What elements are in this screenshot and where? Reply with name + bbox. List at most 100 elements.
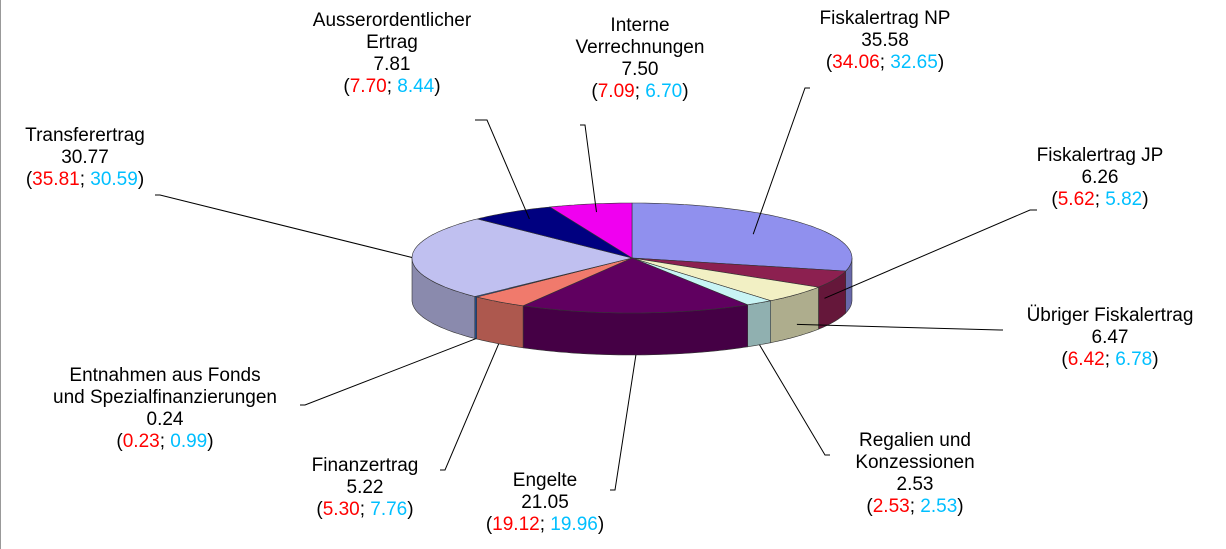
separator: ;	[159, 431, 171, 452]
value-label: 7.50	[621, 59, 659, 80]
separator: ;	[909, 496, 921, 517]
leader-line	[796, 323, 1003, 331]
data-label: Transferertrag 30.77 (35.81; 30.59)	[25, 125, 145, 191]
bracket: )	[434, 76, 441, 97]
bracket: )	[682, 81, 689, 102]
category-label: Ausserordentlicher Ertrag	[312, 10, 472, 53]
category-label: Entnahmen aus Fonds und Spezialfinanzier…	[53, 365, 277, 408]
category-label: Fiskalertrag NP	[819, 8, 951, 29]
bracket: (	[343, 76, 350, 97]
compare-value: 2.53	[920, 496, 958, 517]
slice	[477, 206, 633, 259]
leader-line	[300, 338, 476, 406]
compare-row: (7.09; 6.70)	[576, 81, 705, 103]
compare-row: (35.81; 30.59)	[25, 169, 145, 191]
value-label: 2.53	[896, 474, 934, 495]
compare-row: (5.62; 5.82)	[1037, 189, 1164, 211]
compare-value: 6.42	[1067, 349, 1105, 370]
bracket: (	[316, 499, 323, 520]
data-label: Fiskalertrag NP 35.58 (34.06; 32.65)	[820, 8, 951, 74]
category-label: Finanzertrag	[311, 455, 419, 476]
leader-line	[759, 344, 830, 456]
bracket: )	[937, 52, 945, 73]
value-label: 35.58	[861, 30, 909, 51]
value-label: 30.77	[61, 147, 109, 168]
compare-row: (34.06; 32.65)	[820, 52, 951, 74]
value-label: 6.47	[1091, 327, 1129, 348]
value-label: 6.26	[1081, 167, 1119, 188]
compare-value: 6.70	[645, 81, 683, 102]
category-label: Interne Verrechnungen	[575, 15, 705, 58]
slice	[549, 202, 633, 259]
slice	[476, 257, 633, 307]
compare-row: (6.42; 6.78)	[1027, 349, 1194, 371]
separator: ;	[79, 169, 91, 190]
compare-value: 0.99	[170, 431, 208, 452]
compare-value: 7.76	[370, 499, 408, 520]
leader-line	[475, 119, 530, 220]
separator: ;	[386, 76, 398, 97]
data-label: Fiskalertrag JP 6.26 (5.62; 5.82)	[1037, 145, 1164, 211]
compare-value: 19.96	[550, 514, 598, 535]
compare-value: 8.44	[397, 76, 435, 97]
slice	[631, 257, 820, 302]
bracket: (	[116, 431, 123, 452]
value-label: 7.81	[373, 54, 411, 75]
bracket: )	[407, 499, 414, 520]
bracket: (	[866, 496, 873, 517]
leader-line	[610, 354, 637, 491]
compare-row: (0.23; 0.99)	[53, 431, 277, 453]
bracket: )	[207, 431, 214, 452]
compare-value: 34.06	[832, 52, 880, 73]
slice	[411, 218, 633, 297]
compare-value: 6.78	[1115, 349, 1153, 370]
compare-value: 7.70	[349, 76, 387, 97]
compare-value: 5.82	[1105, 189, 1143, 210]
category-label: Transferertrag	[25, 125, 145, 146]
bracket: (	[25, 169, 33, 190]
category-label: Regalien und Konzessionen	[855, 430, 975, 473]
separator: ;	[1104, 349, 1116, 370]
data-label: Übriger Fiskalertrag 6.47 (6.42; 6.78)	[1027, 305, 1194, 371]
compare-value: 5.62	[1057, 189, 1095, 210]
bracket: (	[591, 81, 598, 102]
separator: ;	[879, 52, 891, 73]
compare-row: (19.12; 19.96)	[486, 514, 604, 536]
slice-side	[747, 300, 771, 348]
separator: ;	[359, 499, 371, 520]
leader-line	[752, 87, 810, 235]
slice	[631, 202, 853, 272]
bracket: (	[825, 52, 833, 73]
leader-line	[824, 209, 1037, 299]
data-label: Regalien und Konzessionen 2.53 (2.53; 2.53…	[855, 430, 974, 518]
slice	[631, 257, 771, 306]
bracket: )	[137, 169, 145, 190]
leader-line	[580, 124, 597, 213]
compare-row: (7.70; 8.44)	[313, 76, 471, 98]
leader-line	[155, 194, 413, 258]
category-label: Engelte	[512, 470, 578, 491]
bracket: )	[1142, 189, 1149, 210]
leader-line	[440, 343, 500, 471]
category-label: Fiskalertrag JP	[1036, 145, 1164, 166]
bracket: )	[597, 514, 605, 535]
compare-value: 5.30	[322, 499, 360, 520]
data-label: Ausserordentlicher Ertrag 7.81 (7.70; 8.44…	[313, 10, 471, 98]
data-label: Engelte 21.05 (19.12; 19.96)	[486, 470, 604, 536]
slice	[631, 257, 847, 288]
category-label: Übriger Fiskalertrag	[1026, 305, 1194, 326]
separator: ;	[634, 81, 646, 102]
value-label: 21.05	[521, 492, 569, 513]
separator: ;	[1094, 189, 1106, 210]
bracket: (	[1051, 189, 1058, 210]
compare-value: 7.09	[597, 81, 635, 102]
bracket: (	[1061, 349, 1068, 370]
bracket: (	[485, 514, 493, 535]
data-label: Entnahmen aus Fonds und Spezialfinanzier…	[53, 365, 277, 453]
compare-value: 35.81	[32, 169, 80, 190]
compare-row: (5.30; 7.76)	[312, 499, 419, 521]
compare-value: 0.23	[122, 431, 160, 452]
value-label: 0.24	[146, 409, 184, 430]
